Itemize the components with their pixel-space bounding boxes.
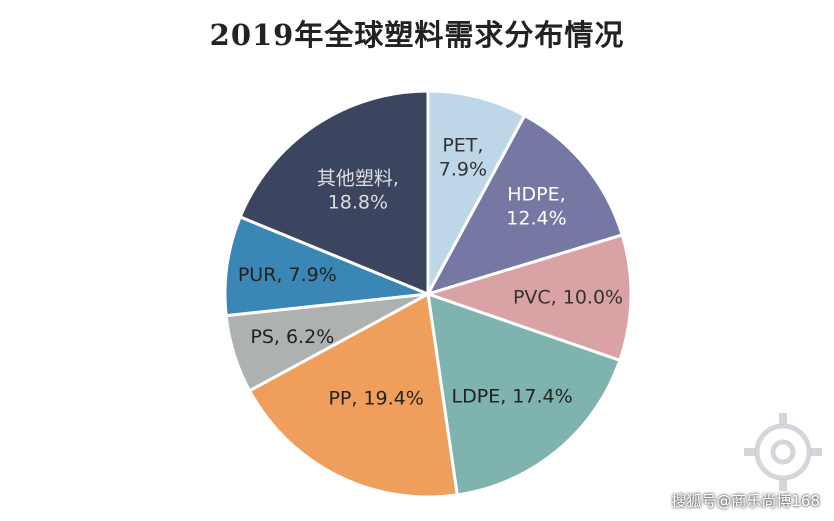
slice-label-其他塑料: 其他塑料, 18.8%: [317, 167, 399, 213]
pie-slice-PUR: [223, 214, 429, 318]
chart-title: 2019年全球塑料需求分布情况: [209, 18, 625, 52]
pie-slice-LDPE: [426, 291, 622, 497]
pie-slices: [223, 89, 633, 499]
slice-label-PS: PS, 6.2%: [250, 326, 334, 348]
slice-label-HDPE: HDPE, 12.4%: [506, 183, 566, 229]
pie-slice-PET: [426, 89, 527, 295]
slice-label-PP: PP, 19.4%: [328, 387, 423, 409]
slice-label-LDPE: LDPE, 17.4%: [452, 386, 573, 408]
slice-label-PVC: PVC, 10.0%: [513, 287, 623, 309]
watermark-text: 搜狐号@商乐尚博168: [671, 492, 820, 510]
pie-labels: PET, 7.9% HDPE, 12.4% PVC, 10.0% LDPE, 17.4% P…: [238, 134, 623, 409]
pie-slice-PVC: [423, 233, 633, 363]
pie-slice-其他塑料: [238, 89, 430, 297]
gear-logo-icon: [744, 413, 822, 491]
pie-slice-PP: [247, 291, 459, 499]
slice-label-PUR: PUR, 7.9%: [238, 264, 337, 286]
slice-label-PET: PET, 7.9%: [439, 134, 487, 180]
